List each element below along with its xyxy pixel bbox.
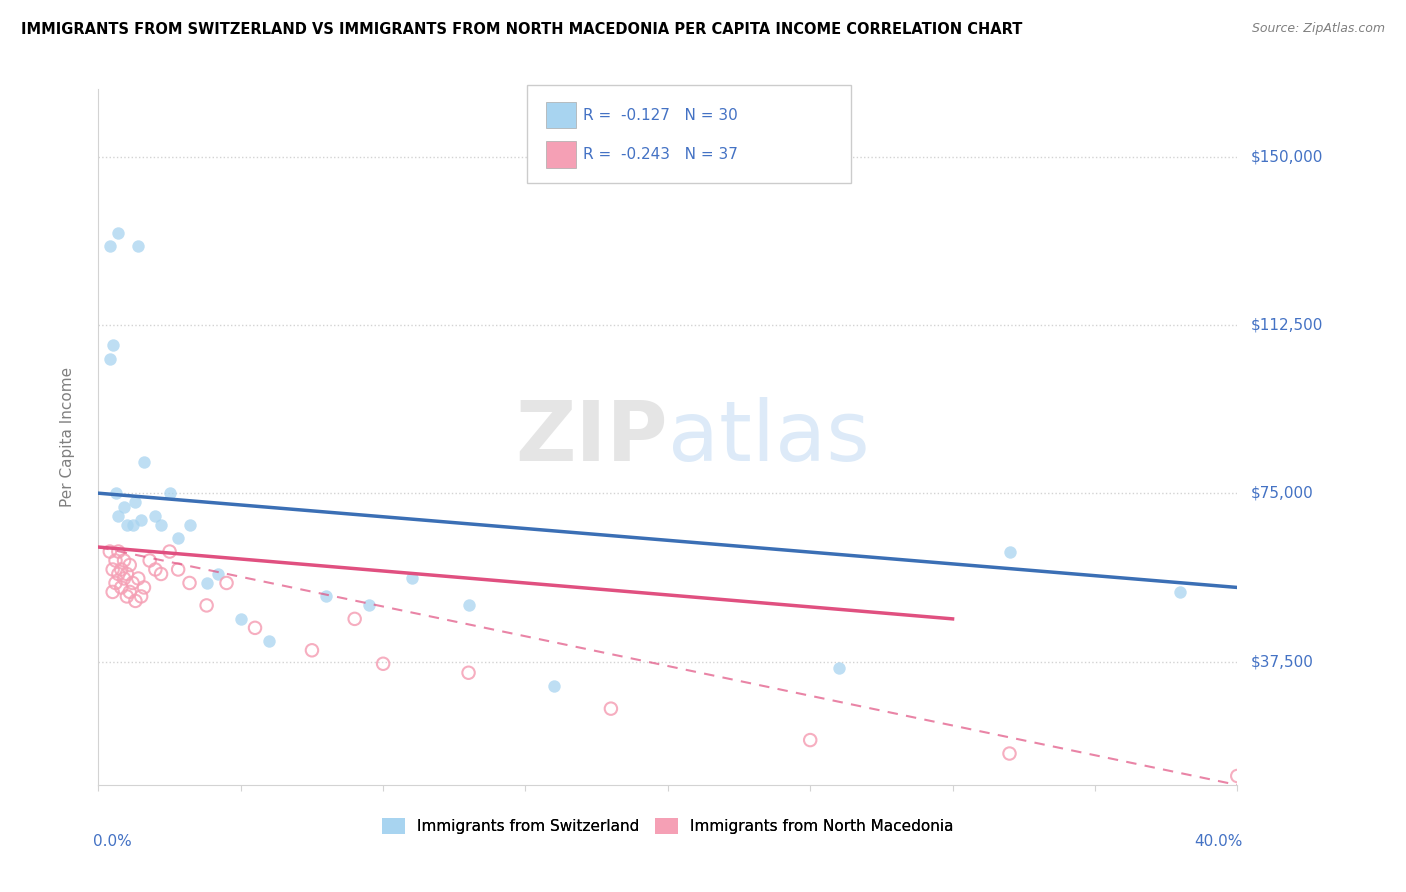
Point [107, 226, 129, 240]
Text: 40.0%: 40.0% [1195, 834, 1243, 848]
Point [207, 566, 229, 581]
Point [110, 581, 132, 595]
Point [101, 338, 124, 352]
Point [107, 508, 129, 523]
Point [129, 590, 152, 604]
Point [98, 351, 121, 366]
Point [828, 661, 851, 675]
Point [1226, 769, 1249, 783]
Point [150, 566, 173, 581]
Point [107, 544, 129, 558]
Point [179, 517, 201, 532]
Point [145, 508, 167, 523]
Point [115, 517, 138, 532]
Point [373, 657, 395, 671]
Point [357, 599, 380, 613]
Point [104, 486, 127, 500]
Point [998, 747, 1021, 761]
Point [159, 544, 181, 558]
Point [115, 590, 138, 604]
Point [179, 576, 201, 591]
Y-axis label: Per Capita Income: Per Capita Income [60, 367, 75, 508]
Point [127, 572, 149, 586]
Point [104, 553, 127, 567]
Text: atlas: atlas [668, 397, 869, 477]
Text: R =  -0.127   N = 30: R = -0.127 N = 30 [583, 108, 738, 122]
Point [1170, 585, 1192, 599]
Point [98, 544, 121, 558]
Point [121, 576, 143, 591]
Point [115, 566, 138, 581]
Point [167, 562, 190, 576]
Point [457, 665, 479, 680]
Point [401, 572, 423, 586]
Point [998, 544, 1021, 558]
Text: R =  -0.243   N = 37: R = -0.243 N = 37 [583, 147, 738, 161]
Legend: Immigrants from Switzerland, Immigrants from North Macedonia: Immigrants from Switzerland, Immigrants … [375, 812, 960, 840]
Point [132, 455, 155, 469]
Point [600, 701, 623, 715]
Point [543, 679, 565, 693]
Point [159, 486, 181, 500]
Text: Source: ZipAtlas.com: Source: ZipAtlas.com [1251, 22, 1385, 36]
Text: $112,500: $112,500 [1251, 318, 1323, 333]
Point [167, 531, 190, 545]
Point [118, 558, 141, 572]
Point [118, 585, 141, 599]
Point [259, 634, 281, 648]
Point [104, 576, 127, 591]
Point [243, 621, 266, 635]
Text: $150,000: $150,000 [1251, 149, 1323, 164]
Point [195, 576, 218, 591]
Point [98, 239, 121, 253]
Point [457, 599, 479, 613]
Point [315, 590, 337, 604]
Point [112, 553, 135, 567]
Point [112, 572, 135, 586]
Text: ZIP: ZIP [516, 397, 668, 477]
Point [110, 562, 132, 576]
Point [145, 562, 167, 576]
Point [127, 239, 149, 253]
Text: IMMIGRANTS FROM SWITZERLAND VS IMMIGRANTS FROM NORTH MACEDONIA PER CAPITA INCOME: IMMIGRANTS FROM SWITZERLAND VS IMMIGRANT… [21, 22, 1022, 37]
Point [112, 500, 135, 514]
Point [107, 566, 129, 581]
Point [124, 594, 146, 608]
Point [129, 513, 152, 527]
Point [138, 553, 160, 567]
Point [195, 599, 218, 613]
Point [343, 612, 366, 626]
Point [301, 643, 323, 657]
Point [132, 581, 155, 595]
Point [121, 517, 143, 532]
Point [150, 517, 173, 532]
Text: $75,000: $75,000 [1251, 485, 1315, 500]
Point [229, 612, 252, 626]
Text: 0.0%: 0.0% [93, 834, 132, 848]
Point [124, 495, 146, 509]
Point [799, 733, 821, 747]
Point [101, 562, 124, 576]
Point [215, 576, 238, 591]
Text: $37,500: $37,500 [1251, 654, 1315, 669]
Point [101, 585, 124, 599]
